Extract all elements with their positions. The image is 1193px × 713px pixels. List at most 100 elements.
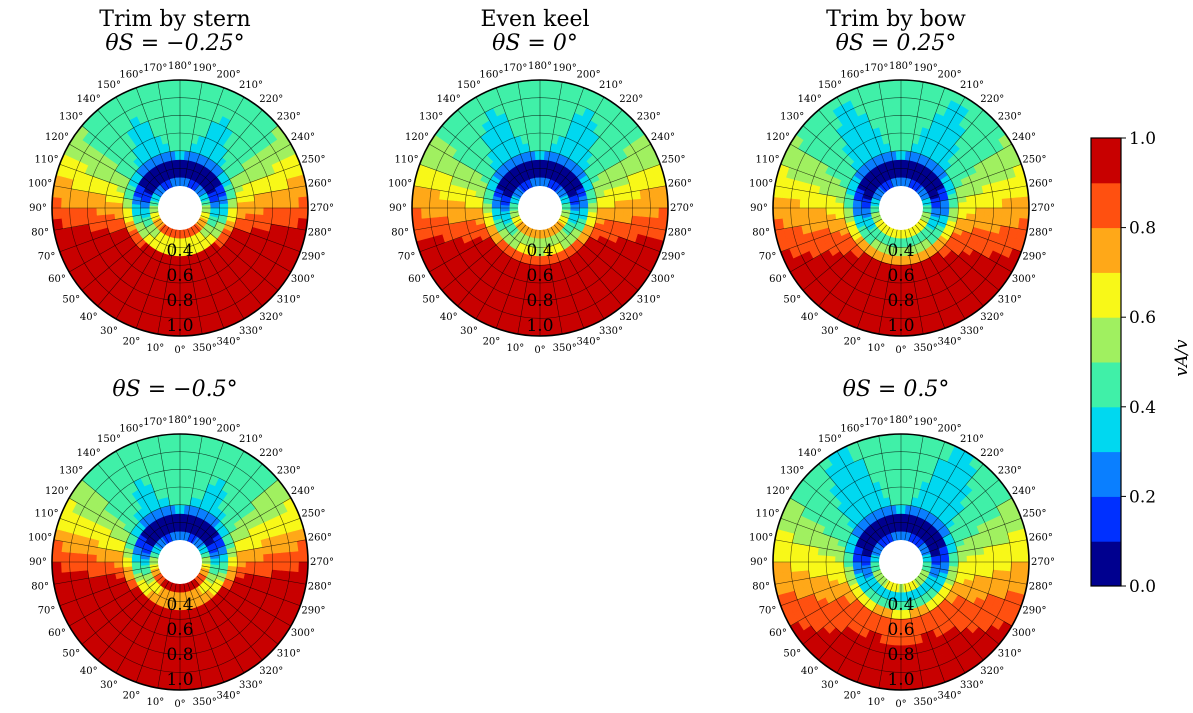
- wake-cell: [254, 200, 265, 209]
- wake-cell: [60, 561, 71, 573]
- wake-cell: [900, 123, 909, 134]
- wake-cell: [228, 202, 238, 209]
- panel-title-trim-bow-05: θS = 0.5°: [766, 378, 1026, 402]
- wake-cell: [104, 561, 115, 569]
- ring-grid-line: [808, 469, 994, 655]
- angle-tick-label: 250°: [1022, 154, 1046, 165]
- wake-cell: [289, 551, 300, 563]
- wake-cell: [272, 552, 282, 563]
- wake-cell: [648, 186, 660, 199]
- wake-cell: [966, 201, 977, 209]
- angle-tick-label: 100°: [749, 532, 773, 543]
- angle-tick-label: 30°: [460, 326, 478, 337]
- wake-cell: [894, 132, 902, 143]
- wake-cell: [900, 115, 910, 125]
- wake-cell: [931, 204, 941, 209]
- wake-cell: [891, 97, 902, 108]
- wake-cell: [772, 550, 783, 563]
- angle-tick-label: 240°: [651, 132, 675, 143]
- angle-tick-label: 320°: [619, 312, 643, 323]
- ring-grid-line: [104, 132, 256, 284]
- angle-tick-label: 230°: [637, 112, 661, 123]
- angle-tick-label: 270°: [670, 203, 694, 214]
- angle-tick-label: 10°: [146, 343, 164, 354]
- angle-tick-label: 160°: [119, 424, 143, 435]
- wake-cell: [957, 201, 968, 209]
- angle-tick-label: 290°: [1022, 252, 1046, 263]
- wake-cell: [896, 159, 902, 169]
- wake-cell: [632, 198, 642, 209]
- wake-cell: [179, 477, 188, 488]
- wake-cell: [588, 202, 598, 209]
- angle-tick-label: 80°: [31, 582, 49, 593]
- angle-tick-label: 180°: [168, 415, 192, 426]
- wake-cell: [984, 207, 994, 217]
- wake-cell: [949, 202, 959, 209]
- angle-tick-label: 0°: [174, 699, 185, 710]
- wake-cell: [1009, 571, 1021, 584]
- wake-cell: [169, 88, 181, 99]
- wake-cell: [539, 97, 550, 108]
- outer-border: [772, 79, 1030, 337]
- angle-tick-label: 200°: [217, 70, 241, 81]
- wake-cell: [975, 207, 986, 216]
- wake-cell: [910, 88, 923, 100]
- wake-cell: [993, 198, 1003, 209]
- angle-tick-label: 340°: [577, 336, 601, 347]
- panel-subtitle: θS = −0.25°: [105, 31, 245, 56]
- wake-cell: [984, 553, 994, 563]
- angle-tick-label: 300°: [1012, 274, 1036, 285]
- contour-value-label: 0.4: [887, 241, 914, 261]
- angle-tick-label: 290°: [301, 252, 325, 263]
- angle-tick-label: 60°: [769, 274, 787, 285]
- wake-cell: [632, 207, 642, 218]
- wake-cell: [808, 199, 818, 209]
- angle-tick-label: 110°: [35, 154, 59, 165]
- wake-cell: [289, 207, 300, 219]
- wake-cell: [288, 217, 300, 230]
- angle-tick-label: 310°: [277, 294, 301, 305]
- wake-cell: [263, 553, 273, 563]
- wake-cell: [772, 196, 783, 209]
- wake-cell: [219, 557, 229, 563]
- contour-value-label: 0.6: [526, 266, 553, 286]
- wake-cell: [78, 207, 88, 218]
- angle-tick-label: 320°: [980, 312, 1004, 323]
- wake-cell: [168, 79, 181, 90]
- wake-cell: [176, 522, 181, 532]
- panel-subtitle: θS = −0.5°: [112, 377, 238, 402]
- wake-cell: [790, 552, 801, 563]
- wake-cell: [900, 97, 911, 108]
- wake-cell: [171, 469, 181, 479]
- angle-tick-label: 230°: [277, 466, 301, 477]
- angle-tick-label: 70°: [398, 252, 416, 263]
- wake-cell: [429, 198, 440, 209]
- angle-tick-label: 20°: [844, 336, 862, 347]
- wake-cell: [500, 207, 510, 212]
- wake-cell: [900, 451, 911, 462]
- wake-cell: [148, 207, 159, 212]
- contour-value-label: 0.4: [166, 595, 193, 615]
- wake-cell: [900, 460, 911, 470]
- angle-tick-label: 150°: [818, 80, 842, 91]
- angle-tick-label: 260°: [1029, 178, 1053, 189]
- wake-cell: [1019, 561, 1030, 574]
- wake-cell: [900, 486, 908, 497]
- angle-tick-label: 60°: [48, 628, 66, 639]
- angle-tick-label: 260°: [1029, 532, 1053, 543]
- angle-tick-label: 160°: [840, 70, 864, 81]
- wake-cell: [420, 197, 431, 209]
- panel-subtitle: θS = 0.25°: [835, 31, 957, 56]
- wake-cell: [298, 561, 309, 574]
- wake-cell: [896, 513, 902, 523]
- angle-tick-label: 120°: [766, 486, 790, 497]
- angle-tick-label: 150°: [97, 80, 121, 91]
- angle-tick-label: 160°: [119, 70, 143, 81]
- ring-grid-line: [140, 168, 220, 248]
- wake-cell: [966, 555, 977, 563]
- wake-cell: [176, 530, 181, 541]
- ring-grid-line: [122, 504, 238, 620]
- wake-cell: [171, 115, 181, 125]
- wake-cell: [140, 561, 150, 566]
- contour-value-label: 0.8: [166, 645, 193, 665]
